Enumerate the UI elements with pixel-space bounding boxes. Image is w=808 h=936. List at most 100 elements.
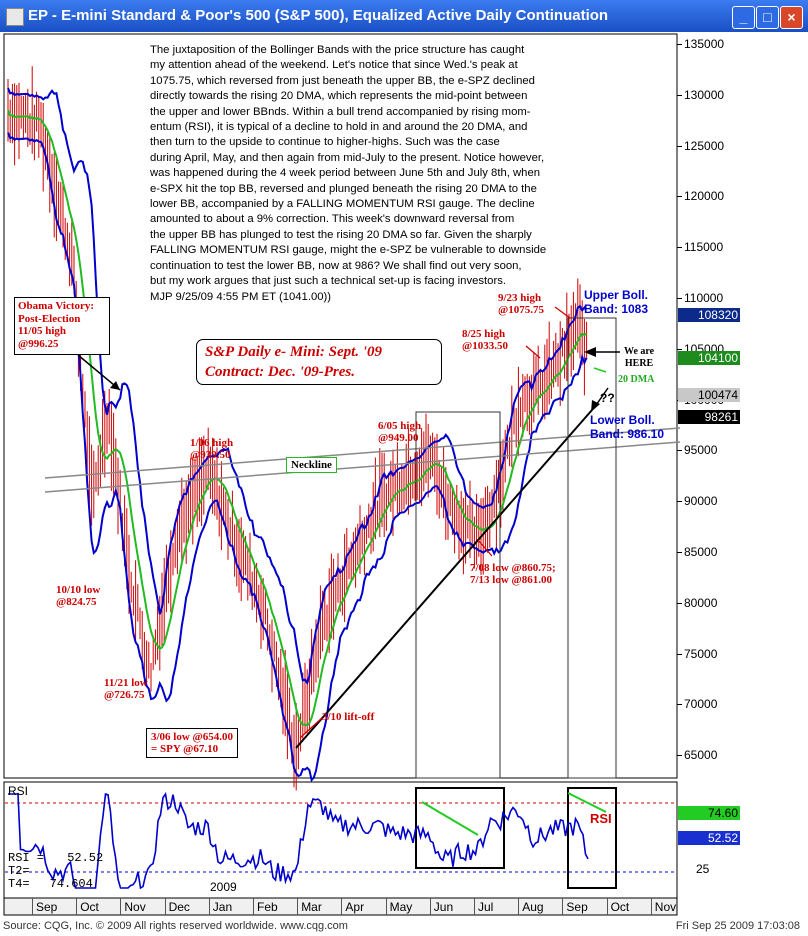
footer-timestamp: Fri Sep 25 2009 17:03:08 (675, 920, 800, 932)
month-tick (474, 898, 475, 915)
month-label: Sep (36, 900, 58, 914)
price-tick-label: 75000 (684, 646, 718, 661)
low-1010-label: 10/10 low @824.75 (56, 584, 100, 608)
rsi-tag: 74.60 (678, 806, 740, 821)
t4-readout-key: T4= (8, 877, 30, 891)
low-0306-line-2: = SPY @67.10 (151, 743, 219, 755)
commentary-line: The juxtaposition of the Bollinger Bands… (150, 44, 525, 56)
trendline (295, 409, 593, 749)
price-tick-label: 130000 (684, 87, 725, 102)
price-tick-label: 120000 (684, 189, 725, 204)
neckline-lower (44, 441, 681, 493)
lower-boll-label: Lower Boll. Band: 986.10 (590, 413, 664, 441)
month-tick (518, 898, 520, 915)
month-label: Aug (522, 900, 544, 914)
commentary-line: was happened during the 4 week period be… (150, 167, 541, 180)
liftoff-label: 3/10 lift-off (322, 711, 375, 723)
price-tick-mark (677, 247, 682, 249)
commentary-line: FALLING MOMENTUM RSI gauge, might the e-… (150, 244, 547, 257)
price-chart (3, 33, 681, 916)
price-tick-mark (677, 348, 682, 350)
obama-line-1: Obama Victory: (18, 300, 95, 312)
price-tag: 104100 (678, 350, 740, 365)
price-tick-mark (677, 196, 682, 198)
contract-line-2: Contract: Dec. '09-Pres. (205, 364, 355, 380)
low-0708-line-1: 7/08 low @860.75; (470, 562, 556, 574)
month-label: Nov (124, 900, 146, 914)
price-tick-label: 125000 (684, 138, 725, 153)
commentary-line: entum (RSI), it is typical of a decline … (150, 121, 528, 134)
price-tick-mark (677, 94, 682, 96)
low-1121-line-2: @726.75 (104, 689, 145, 701)
month-label: Jun (433, 900, 454, 914)
rsi-tag: 52.52 (678, 831, 740, 846)
high-0825-label: 8/25 high @1033.50 (462, 328, 508, 352)
month-tick (76, 898, 78, 915)
low-0708-label: 7/08 low @860.75; 7/13 low @861.00 (470, 562, 556, 586)
price-tick-mark (677, 755, 682, 757)
obama-line-4: @996.25 (18, 337, 59, 350)
here-line-1: We are (624, 346, 655, 357)
low-1121-line-1: 11/21 low (104, 677, 148, 689)
month-label: Jul (478, 900, 494, 914)
upper-boll-line-2: Band: 1083 (584, 302, 649, 316)
lower-boll-line-1: Lower Boll. (590, 413, 655, 427)
month-label: Apr (345, 900, 365, 914)
window-titlebar: EP - E-mini Standard & Poor's 500 (S&P 5… (0, 0, 808, 32)
obama-line-2: Post-Election (18, 312, 81, 325)
commentary-line: then turn to the upside to continue to h… (150, 136, 500, 149)
close-button[interactable]: × (780, 6, 803, 29)
rsi-trend-1 (421, 801, 479, 836)
minimize-button[interactable]: _ (732, 6, 755, 29)
rsi-panel-title: RSI (8, 784, 29, 798)
price-tick-label: 110000 (684, 291, 724, 305)
price-tick-mark (677, 298, 682, 299)
price-tag: 108320 (678, 308, 740, 323)
month-tick (341, 898, 343, 915)
price-tick-mark (677, 44, 682, 45)
high-0825-line-2: @1033.50 (462, 340, 508, 352)
rsi-readout-key: RSI = (8, 851, 45, 865)
price-tag: 98261 (678, 410, 740, 425)
month-tick (253, 898, 254, 915)
rsi-readout: RSI = 52.52 T2= T4= 74.604 (8, 852, 103, 891)
price-tick-label: 115000 (684, 240, 724, 255)
footer-source: Source: CQG, Inc. © 2009 All rights rese… (3, 920, 348, 932)
price-tick-label: 135000 (684, 37, 725, 51)
price-tick-mark (677, 602, 682, 604)
rsi-readout-value: 52.52 (67, 851, 104, 865)
month-label: Jan (212, 900, 233, 914)
question-label: ?? (600, 391, 615, 405)
low-1121-label: 11/21 low @726.75 (104, 677, 148, 701)
low-0306-line-1: 3/06 low @654.00 (151, 731, 234, 743)
month-tick (208, 898, 210, 915)
contract-line-1: S&P Daily e- Mini: Sept. '09 (205, 344, 382, 360)
commentary-line: my attention ahead of the weekend. Let's… (150, 59, 518, 72)
month-tick (164, 898, 166, 915)
high-0106-label: 1/06 high @939.50 (190, 437, 233, 461)
maximize-button[interactable]: □ (756, 6, 779, 29)
footer: Source: CQG, Inc. © 2009 All rights rese… (0, 918, 808, 936)
year-label: 2009 (210, 880, 237, 894)
month-label: Oct (610, 900, 630, 914)
upper-bollinger-band (7, 87, 588, 686)
high-0605-line-1: 6/05 high (378, 420, 422, 432)
month-label: Feb (257, 900, 278, 914)
month-label: Mar (301, 900, 322, 914)
we-are-here-label: We are HERE (624, 346, 654, 370)
high-0106-line-2: @939.50 (190, 449, 231, 461)
commentary-line: continuation to test the lower BB, now a… (150, 259, 522, 272)
app-icon (6, 8, 24, 26)
low-0306-label: 3/06 low @654.00 = SPY @67.10 (146, 728, 239, 758)
high-0605-line-2: @949.00 (378, 432, 419, 444)
price-tick-label: 70000 (684, 697, 718, 712)
price-tag: 100474 (678, 387, 740, 402)
price-tick-label: 80000 (684, 595, 718, 610)
window-title: EP - E-mini Standard & Poor's 500 (S&P 5… (28, 7, 609, 24)
june-july-box (415, 411, 501, 779)
neckline-upper (44, 427, 681, 479)
current-box (567, 317, 617, 779)
high-0923-line-1: 9/23 high (498, 292, 542, 304)
month-tick (650, 898, 652, 915)
commentary-line: directly towards the rising 20 DMA, whic… (150, 90, 528, 103)
